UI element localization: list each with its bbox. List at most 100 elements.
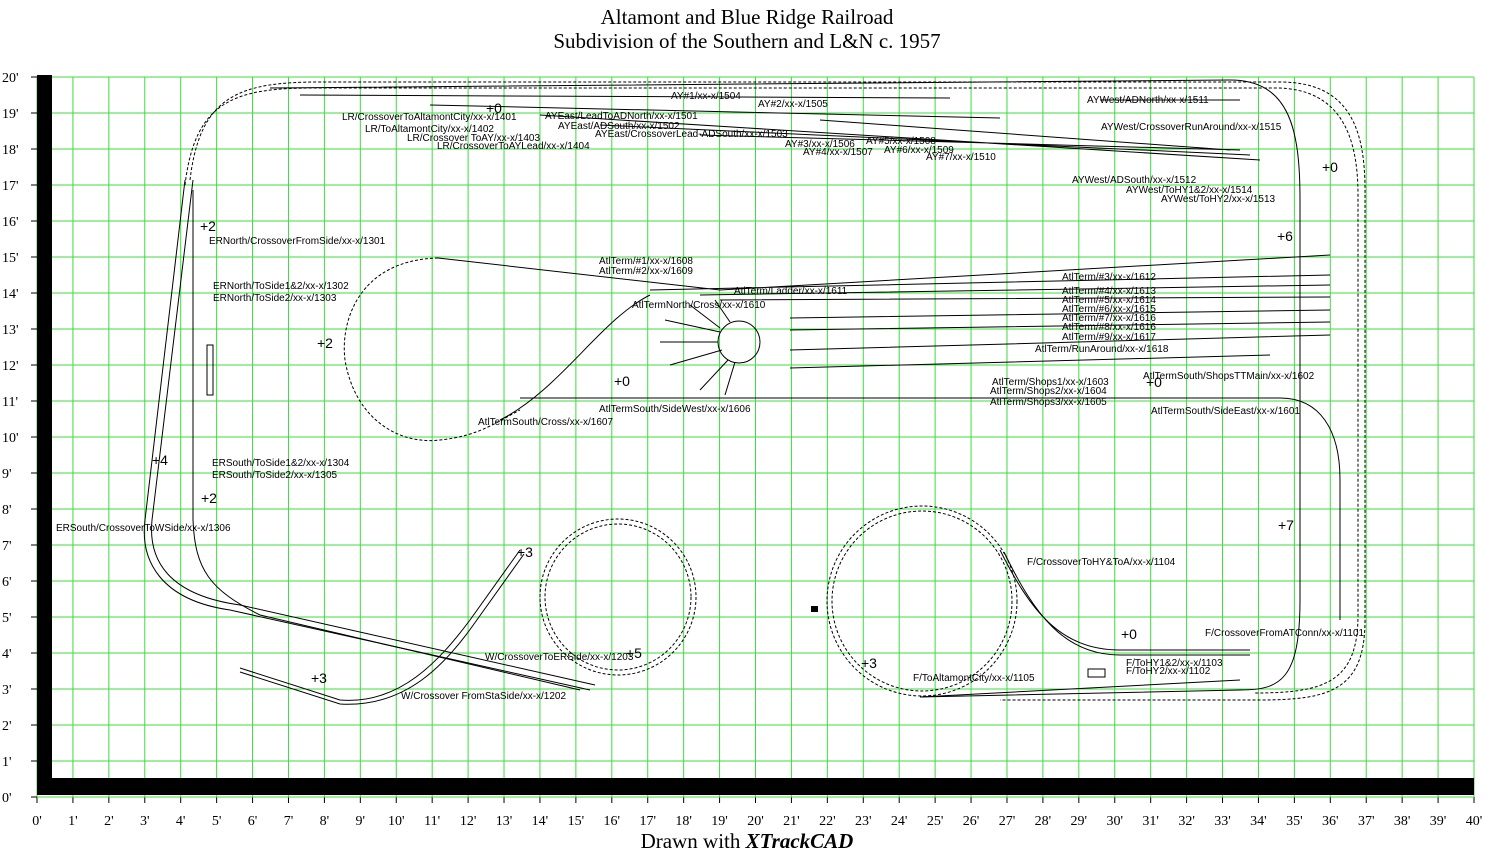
turnout-label: LR/ToAltamontCity/xx-x/1402 <box>365 124 494 135</box>
x-tick-label: 13' <box>496 814 513 829</box>
turnout-label: AtlTermSouth/SideEast/xx-x/1601 <box>1151 406 1300 417</box>
x-tick-label: 5' <box>212 814 222 829</box>
turnout-label: ERSouth/ToSide1&2/xx-x/1304 <box>212 458 350 469</box>
turnout-label: AtlTerm/#9/xx-x/1617 <box>1062 332 1156 343</box>
x-tick-label: 2' <box>104 814 114 829</box>
footer-prefix: Drawn with <box>641 829 741 853</box>
turnout-label: AtlTerm/Ladder/xx-x/1611 <box>734 286 848 297</box>
turnout-label: AYWest/CrossoverRunAround/xx-x/1515 <box>1101 122 1282 133</box>
x-tick-label: 29' <box>1071 814 1088 829</box>
turnout-label: AtlTerm/RunAround/xx-x/1618 <box>1035 344 1169 355</box>
x-tick-label: 19' <box>711 814 728 829</box>
x-tick-label: 22' <box>819 814 836 829</box>
x-tick-label: 32' <box>1178 814 1195 829</box>
x-tick-label: 16' <box>604 814 621 829</box>
y-tick-label: 19' <box>2 107 19 122</box>
x-tick-label: 27' <box>999 814 1016 829</box>
turnout-label: AtlTermNorth/Cross/xx-x/1610 <box>632 300 766 311</box>
y-tick-label: 15' <box>2 251 19 266</box>
x-tick-label: 34' <box>1250 814 1267 829</box>
subtitle: Subdivision of the Southern and L&N c. 1… <box>553 29 940 53</box>
x-tick-label: 12' <box>460 814 477 829</box>
helix <box>544 523 692 671</box>
turnout-label: AY#1/xx-x/1504 <box>671 91 741 102</box>
turnout-label: AYEast/LeadToADNorth/xx-x/1501 <box>545 111 698 122</box>
y-tick-label: 9' <box>2 467 12 482</box>
elevation-label: +7 <box>1278 517 1294 533</box>
x-tick-label: 36' <box>1322 814 1339 829</box>
structure <box>1087 668 1106 678</box>
footer-brand: XTrackCAD <box>745 829 854 853</box>
elevation-label: +2 <box>200 218 216 234</box>
x-tick-label: 28' <box>1035 814 1052 829</box>
y-tick-label: 1' <box>2 755 12 770</box>
turnout-label: AYWest/ToHY1&2/xx-x/1514 <box>1126 185 1253 196</box>
footer: Drawn with XTrackCAD <box>641 829 854 853</box>
y-tick-label: 20' <box>2 71 19 86</box>
yard <box>299 94 1261 161</box>
turnout-label: ERNorth/ToSide2/xx-x/1303 <box>213 293 337 304</box>
turnout-label: AtlTerm/#4/xx-x/1613 <box>1062 286 1156 297</box>
turnout-label: ERSouth/CrossoverToWSide/xx-x/1306 <box>56 523 231 534</box>
turntable <box>717 320 761 364</box>
structure <box>206 344 214 396</box>
wye <box>239 549 521 701</box>
y-tick-label: 4' <box>2 647 12 662</box>
frame-bottom <box>37 778 1474 795</box>
terminal <box>437 254 1341 620</box>
elevation-label: +3 <box>517 544 533 560</box>
elevation-label: +2 <box>201 490 217 506</box>
mainline <box>143 179 591 691</box>
frame-left <box>37 75 52 780</box>
turnout-label: F/ToHY2/xx-x/1102 <box>1126 666 1211 677</box>
turnout-label: LR/CrossoverToAltamontCity/xx-x/1401 <box>342 112 517 123</box>
elevation-label: +0 <box>1146 374 1162 390</box>
turnout-label: F/CrossoverToHY&ToA/xx-x/1104 <box>1027 557 1176 568</box>
mainline <box>269 79 1301 698</box>
y-tick-label: 16' <box>2 215 19 230</box>
x-tick-label: 40' <box>1466 814 1483 829</box>
x-tick-label: 26' <box>963 814 980 829</box>
y-tick-label: 2' <box>2 719 12 734</box>
y-tick-label: 10' <box>2 431 19 446</box>
x-tick-label: 24' <box>891 814 908 829</box>
helix <box>539 518 697 676</box>
y-tick-label: 0' <box>2 791 12 806</box>
elevation-label: +0 <box>1322 159 1338 175</box>
turnout-label: AtlTerm/Shops2/xx-x/1604 <box>990 386 1107 397</box>
turnout-label: ERSouth/ToSide2/xx-x/1305 <box>212 470 338 481</box>
track <box>143 79 1366 705</box>
title: Altamont and Blue Ridge Railroad <box>601 5 894 29</box>
x-tick-label: 37' <box>1358 814 1375 829</box>
turnout-label: ERNorth/CrossoverFromSide/xx-x/1301 <box>209 236 386 247</box>
turnout-label: W/CrossoverToERSide/xx-x/1203 <box>485 652 634 663</box>
elevation-label: +3 <box>311 670 327 686</box>
turnout-label: AY#6/xx-x/1509 <box>884 145 954 156</box>
turnout-label: AtlTermSouth/Cross/xx-x/1607 <box>478 417 613 428</box>
turnout-label: W/Crossover FromStaSide/xx-x/1202 <box>401 691 566 702</box>
y-tick-label: 7' <box>2 539 12 554</box>
elevation-label: +6 <box>1277 228 1293 244</box>
labels: LR/CrossoverToAltamontCity/xx-x/1401LR/T… <box>56 91 1365 702</box>
y-tick-label: 3' <box>2 683 12 698</box>
turnout-label: AYEast/ADSouth/xx-x/1502 <box>558 121 680 132</box>
x-tick-label: 8' <box>320 814 330 829</box>
elevation-label: +0 <box>1121 626 1137 642</box>
turnout-label: AtlTerm/#2/xx-x/1609 <box>599 266 693 277</box>
elevation-label: +0 <box>614 373 630 389</box>
turntable-leads <box>660 299 736 396</box>
y-tick-label: 5' <box>2 611 12 626</box>
mainline <box>192 190 581 691</box>
helix <box>826 505 1018 697</box>
x-tick-label: 18' <box>675 814 692 829</box>
turnout-label: AY#2/xx-x/1505 <box>758 99 828 110</box>
x-tick-label: 25' <box>927 814 944 829</box>
elevation-label: +5 <box>626 645 642 661</box>
turnout-label: LR/CrossoverToAYLead/xx-x/1404 <box>437 141 590 152</box>
helix <box>831 510 1013 692</box>
y-tick-label: 17' <box>2 179 19 194</box>
turnout-label: AY#7/xx-x/1510 <box>926 152 996 163</box>
x-tick-label: 1' <box>68 814 78 829</box>
grid: 0' 1' 2' 3' 4' 5' 6' 7' 8' 9' 10' 11' 12' 13' 14' 15' 16… <box>2 71 1482 829</box>
main-loop <box>189 81 1366 701</box>
